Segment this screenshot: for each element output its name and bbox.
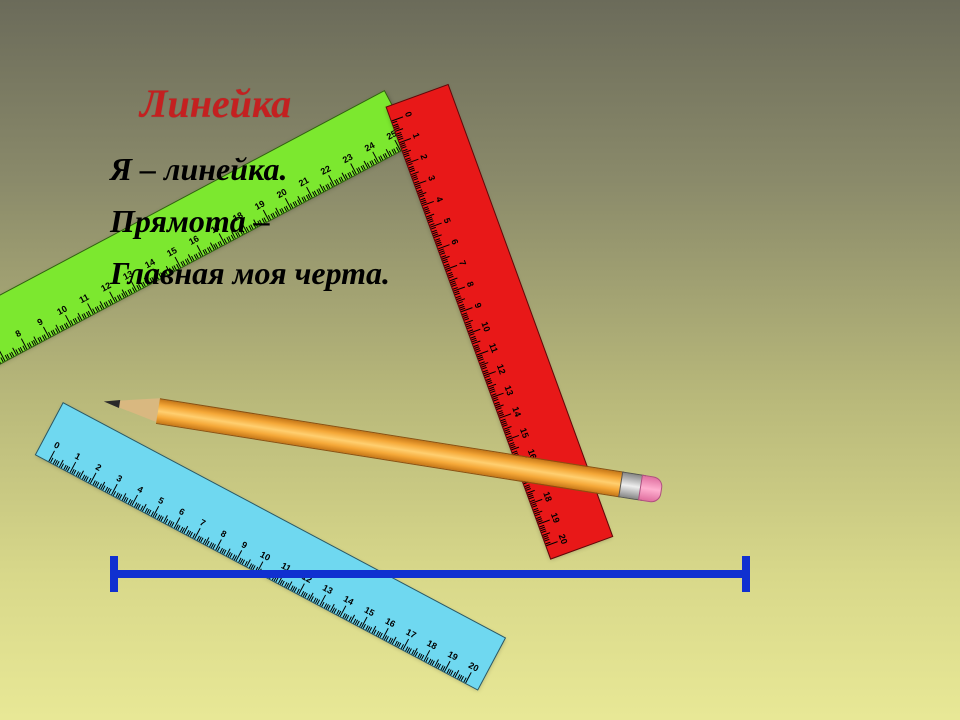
line-segment xyxy=(110,570,750,578)
pencil-eraser xyxy=(638,475,664,504)
poem-line-3: Главная моя черта. xyxy=(110,249,390,297)
title: Линейка xyxy=(140,80,291,127)
pencil xyxy=(156,398,663,501)
poem: Я – линейка. Прямота – Главная моя черта… xyxy=(110,145,390,301)
poem-line-1: Я – линейка. xyxy=(110,145,390,193)
poem-line-2: Прямота – xyxy=(110,197,390,245)
